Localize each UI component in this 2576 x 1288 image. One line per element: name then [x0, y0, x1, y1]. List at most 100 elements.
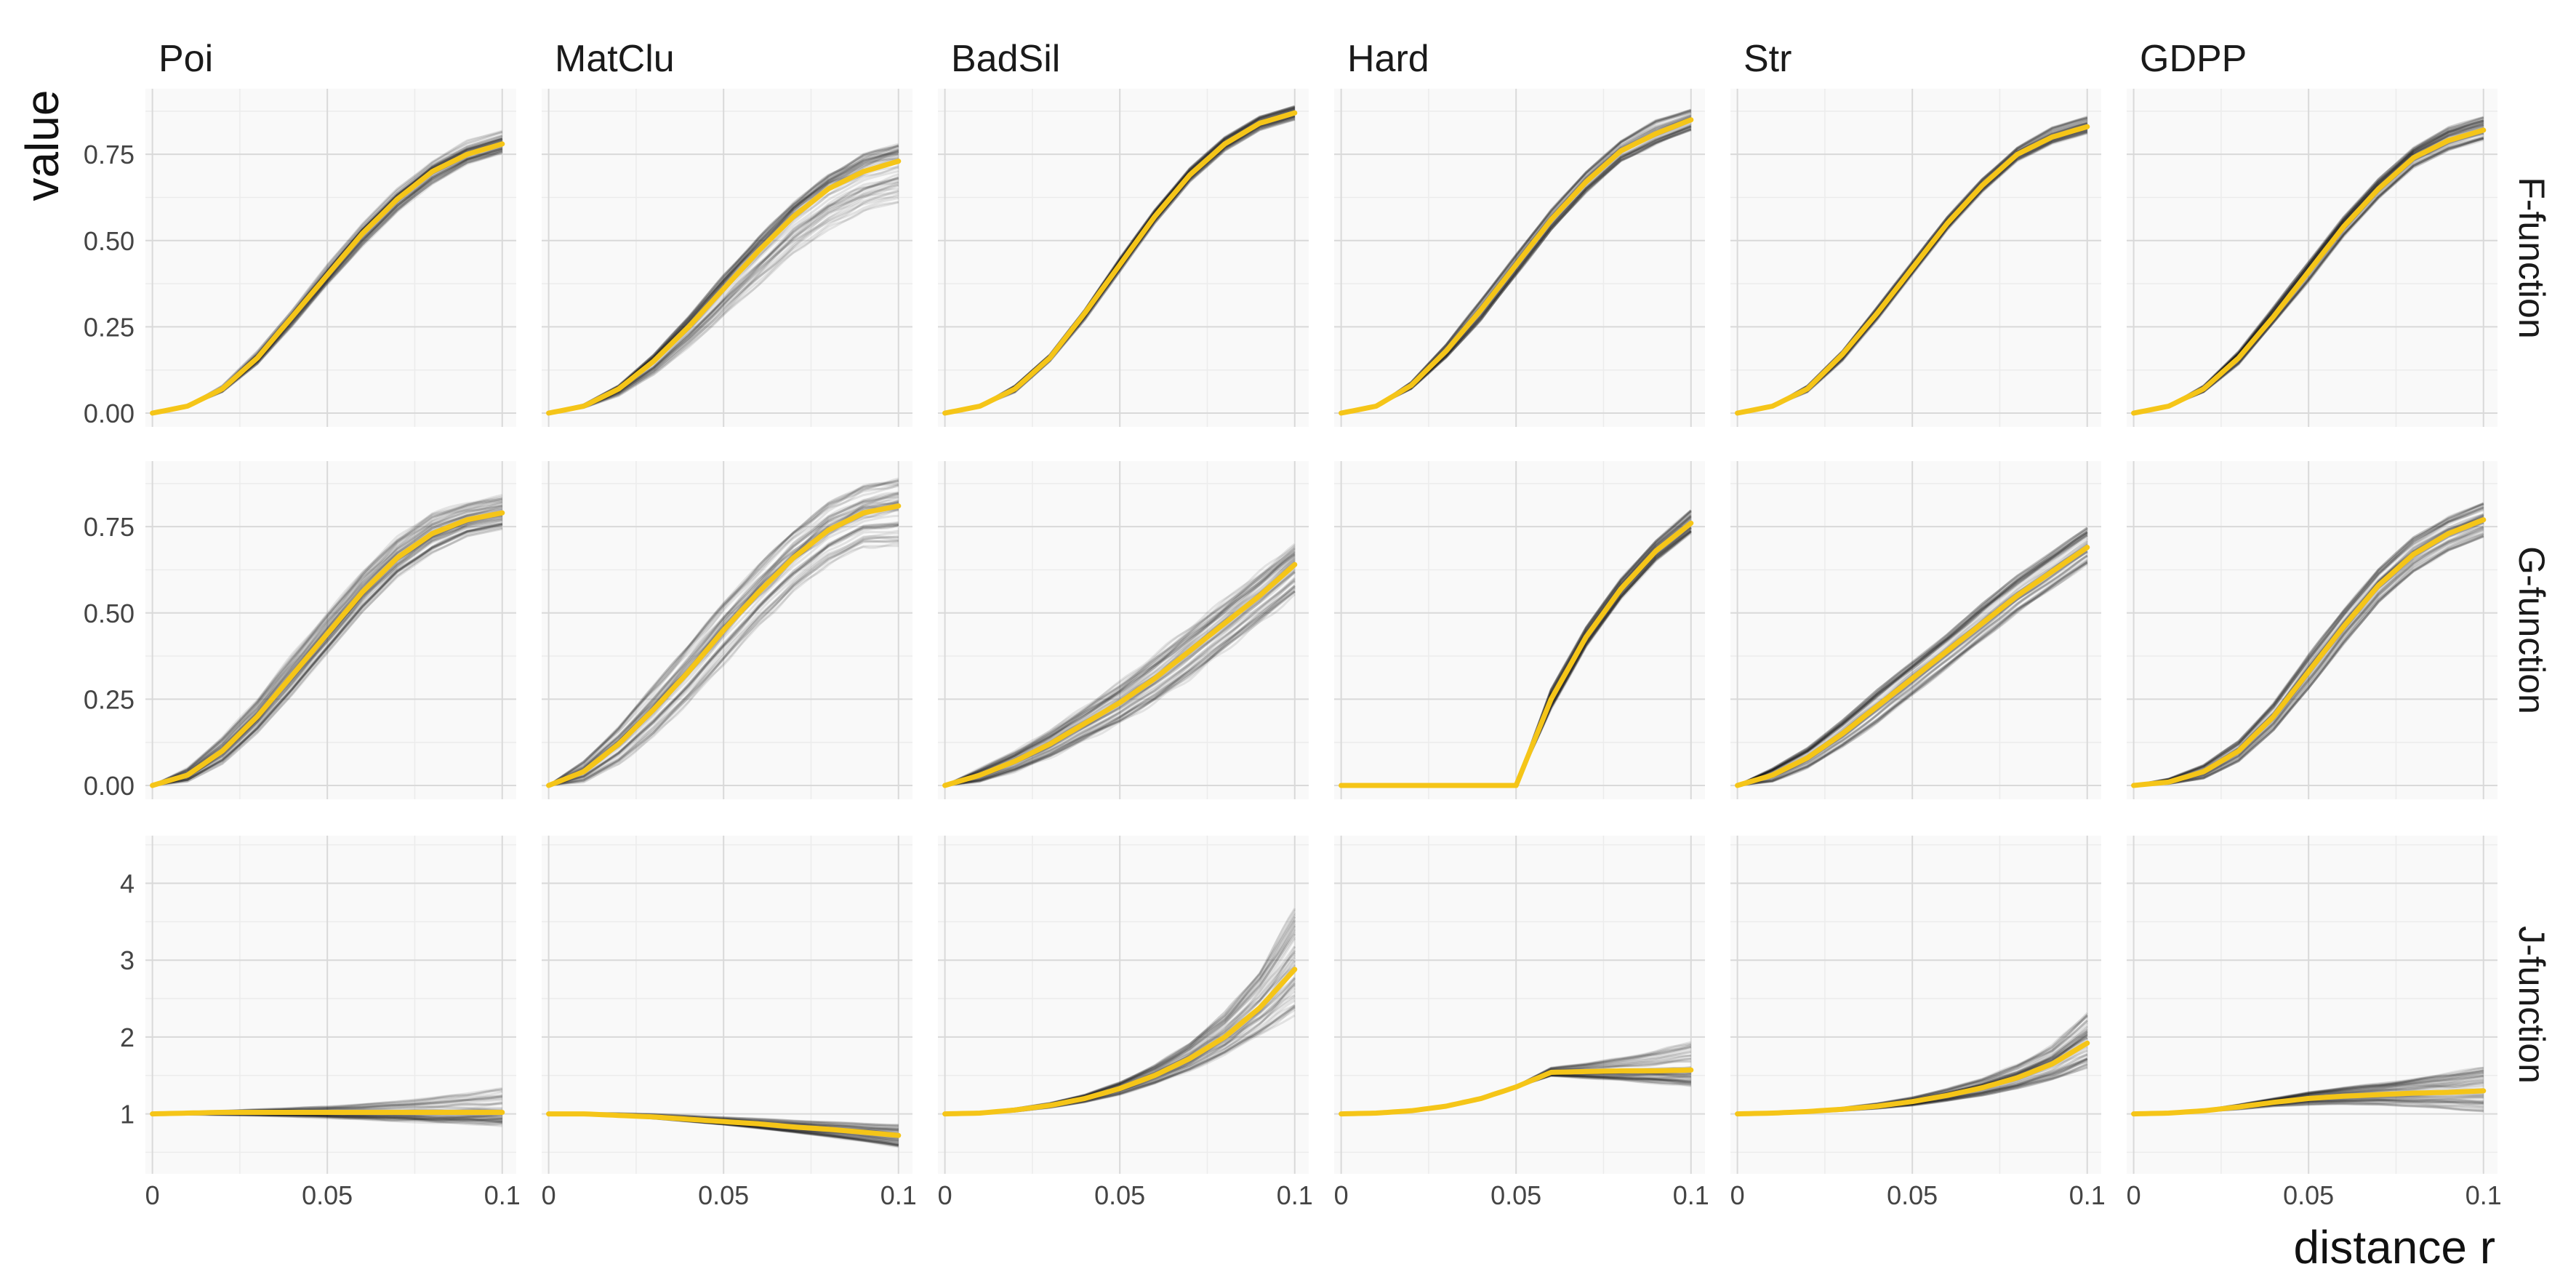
- simulated-curve: [944, 580, 1296, 787]
- mean-curve: [546, 1111, 902, 1138]
- y-tick-label: 1: [120, 1100, 135, 1129]
- simulated-curve: [2133, 503, 2484, 787]
- simulated-curve: [944, 588, 1296, 787]
- y-axis-title: value: [16, 90, 68, 201]
- simulated-curve: [548, 523, 899, 787]
- panel-hard-g-function: [1334, 461, 1705, 799]
- simulated-curve: [547, 493, 899, 787]
- simulated-curve: [548, 193, 899, 415]
- simulated-curve: [1736, 528, 2088, 787]
- simulated-curve: [944, 585, 1296, 787]
- simulated-curve: [944, 591, 1296, 787]
- y-tick-label: 0.00: [84, 399, 135, 428]
- facet-column-label-badsil: BadSil: [951, 38, 1060, 80]
- simulated-curve: [152, 518, 503, 787]
- simulated-curve: [548, 184, 899, 415]
- simulated-curve: [1737, 559, 2088, 787]
- simulated-curve: [1737, 540, 2088, 787]
- panel-background: [1334, 836, 1705, 1174]
- simulated-curve: [2133, 535, 2484, 787]
- simulated-curve: [944, 555, 1296, 787]
- simulated-curve: [1737, 561, 2088, 787]
- x-tick-label: 0.05: [302, 1180, 353, 1210]
- simulated-curve: [547, 492, 899, 787]
- simulated-curve: [944, 586, 1296, 787]
- simulated-curve: [2133, 509, 2484, 787]
- simulated-curve: [1737, 535, 2088, 787]
- simulated-curve: [2133, 503, 2484, 787]
- simulated-curve: [944, 551, 1296, 787]
- simulated-curve: [152, 507, 503, 787]
- panel-background: [1730, 461, 2101, 799]
- simulated-curve: [944, 545, 1296, 787]
- y-tick-label: 0.00: [84, 771, 135, 801]
- simulated-curve: [548, 529, 899, 787]
- simulated-curve: [548, 524, 899, 787]
- simulated-curve: [944, 580, 1296, 787]
- x-tick-label: 0.1: [1277, 1180, 1313, 1210]
- simulated-curve: [944, 553, 1296, 787]
- simulated-curve: [1737, 533, 2088, 787]
- mean-curve: [942, 110, 1298, 416]
- simulated-curve: [2133, 505, 2484, 787]
- simulated-curve: [1737, 561, 2088, 787]
- y-tick-label: 0.25: [84, 312, 135, 342]
- x-axis-title: distance r: [2294, 1221, 2495, 1273]
- simulated-curve: [152, 524, 503, 787]
- simulated-curve: [548, 545, 899, 787]
- simulated-curve: [2133, 530, 2484, 787]
- simulated-curve: [548, 523, 899, 787]
- y-tick-label: 4: [120, 869, 135, 899]
- simulated-curve: [1737, 535, 2088, 787]
- panel-poi-f-function: [145, 89, 516, 427]
- simulated-curve: [548, 539, 899, 787]
- simulated-curve: [1736, 527, 2088, 787]
- mean-curve: [942, 561, 1298, 788]
- mean-curve: [1735, 545, 2090, 788]
- simulated-curve: [547, 484, 899, 787]
- simulated-curve: [548, 201, 899, 415]
- panel-matclu-f-function: [542, 89, 912, 427]
- simulated-curve: [152, 524, 503, 787]
- panel-badsil-f-function: [938, 89, 1309, 427]
- simulated-curve: [1736, 528, 2088, 787]
- simulated-curve: [548, 514, 899, 787]
- panel-gdpp-g-function: [2127, 461, 2497, 799]
- simulated-curve: [1736, 531, 2088, 787]
- simulated-curve: [548, 189, 899, 415]
- simulated-curve: [547, 479, 899, 787]
- simulated-curve: [2133, 503, 2484, 787]
- simulated-curve: [548, 539, 899, 787]
- panel-background: [938, 836, 1309, 1174]
- x-tick-label: 0.05: [698, 1180, 749, 1210]
- y-tick-label: 0.25: [84, 684, 135, 714]
- simulated-curve: [1737, 535, 2088, 787]
- simulated-curve: [152, 523, 503, 787]
- simulated-curve: [944, 544, 1296, 787]
- simulated-curve: [1737, 560, 2088, 787]
- x-tick-label: 0.1: [2465, 1180, 2502, 1210]
- labels-layer: F-function 0.00 0.25 0.50 0.75 Poi MatClu BadSi…: [84, 38, 2552, 1210]
- simulated-curve: [548, 195, 899, 415]
- mean-curve: [546, 503, 902, 788]
- y-tick-label: 0.50: [84, 599, 135, 628]
- x-tick-label: 0.05: [1887, 1180, 1938, 1210]
- simulated-curve: [152, 523, 503, 787]
- simulated-curve: [1737, 561, 2088, 787]
- simulated-curve: [2133, 502, 2484, 787]
- x-tick-label: 0.1: [1673, 1180, 1709, 1210]
- simulated-curve: [547, 479, 899, 787]
- simulated-curve: [152, 501, 503, 787]
- simulated-curve: [548, 191, 899, 415]
- mean-curve: [546, 159, 902, 416]
- panel-str-f-function: [1730, 89, 2101, 427]
- mean-curve: [2131, 1088, 2487, 1117]
- panel-background: [2127, 461, 2497, 799]
- mean-curve: [150, 141, 505, 416]
- simulated-curve: [547, 481, 899, 787]
- simulated-curve: [152, 524, 503, 787]
- simulated-curve: [944, 586, 1296, 787]
- simulated-curve: [152, 500, 503, 787]
- x-tick-label: 0.1: [484, 1180, 521, 1210]
- panel-gdpp-j-function: [2127, 836, 2497, 1174]
